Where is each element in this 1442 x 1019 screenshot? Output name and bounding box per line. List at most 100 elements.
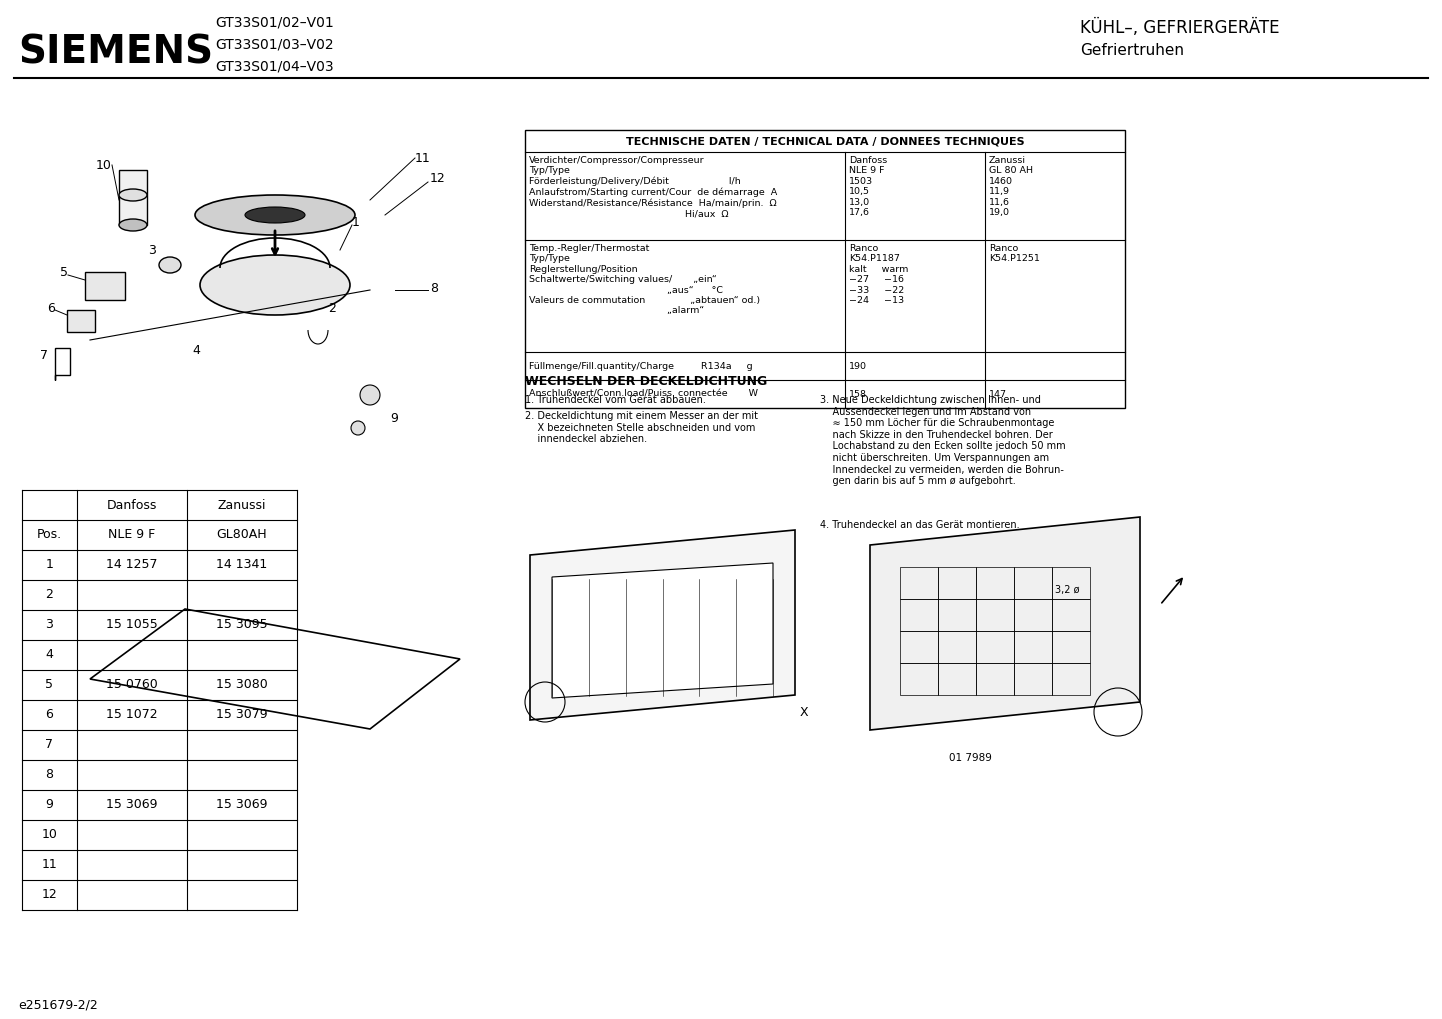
- Bar: [976, 631, 1014, 663]
- Bar: [937, 663, 976, 695]
- Text: GT33S01/03–V02: GT33S01/03–V02: [215, 37, 333, 51]
- Text: SIEMENS: SIEMENS: [17, 33, 213, 71]
- Bar: [1053, 567, 1090, 599]
- Circle shape: [360, 385, 381, 405]
- Text: WECHSELN DER DECKELDICHTUNG: WECHSELN DER DECKELDICHTUNG: [525, 375, 767, 388]
- Text: 6: 6: [48, 302, 55, 315]
- Text: 12: 12: [42, 889, 58, 902]
- Text: 5: 5: [46, 679, 53, 692]
- Text: 4. Truhendeckel an das Gerät montieren.: 4. Truhendeckel an das Gerät montieren.: [820, 520, 1019, 530]
- Ellipse shape: [200, 255, 350, 315]
- Bar: [1014, 663, 1053, 695]
- Text: Zanussi
GL 80 AH
1460
11,9
11,6
19,0: Zanussi GL 80 AH 1460 11,9 11,6 19,0: [989, 156, 1032, 217]
- Text: 8: 8: [46, 768, 53, 782]
- Ellipse shape: [120, 219, 147, 231]
- Text: 2: 2: [327, 302, 336, 315]
- Text: KÜHL–, GEFRIERGERÄTE: KÜHL–, GEFRIERGERÄTE: [1080, 19, 1279, 37]
- Text: 3: 3: [46, 619, 53, 632]
- Text: Danfoss: Danfoss: [107, 498, 157, 512]
- Ellipse shape: [120, 189, 147, 201]
- Bar: [900, 567, 937, 599]
- Text: 15 1072: 15 1072: [107, 708, 157, 721]
- Bar: [1014, 631, 1053, 663]
- Text: 3,2 ø: 3,2 ø: [1056, 585, 1080, 595]
- Text: 2: 2: [46, 589, 53, 601]
- Polygon shape: [870, 517, 1141, 730]
- Bar: [937, 567, 976, 599]
- Text: 11: 11: [42, 858, 58, 871]
- Text: e251679-2/2: e251679-2/2: [17, 999, 98, 1012]
- Text: 3: 3: [149, 244, 156, 257]
- Bar: [120, 170, 147, 225]
- Text: Ranco
K54.P1251: Ranco K54.P1251: [989, 244, 1040, 263]
- Text: 2. Deckeldichtung mit einem Messer an der mit
    X bezeichneten Stelle abschnei: 2. Deckeldichtung mit einem Messer an de…: [525, 411, 758, 444]
- Text: Füllmenge/Fill.quantity/Charge         R134a     g: Füllmenge/Fill.quantity/Charge R134a g: [529, 362, 753, 371]
- Bar: [1053, 631, 1090, 663]
- Text: 4: 4: [192, 343, 200, 357]
- Text: 15 3095: 15 3095: [216, 619, 268, 632]
- Ellipse shape: [245, 207, 306, 223]
- Ellipse shape: [159, 257, 182, 273]
- Bar: [900, 631, 937, 663]
- Bar: [937, 631, 976, 663]
- Text: 4: 4: [46, 648, 53, 661]
- Text: 10: 10: [42, 828, 58, 842]
- Text: 15 3080: 15 3080: [216, 679, 268, 692]
- Text: 14 1341: 14 1341: [216, 558, 268, 572]
- Bar: [85, 272, 125, 300]
- Bar: [976, 599, 1014, 631]
- Text: TECHNISCHE DATEN / TECHNICAL DATA / DONNEES TECHNIQUES: TECHNISCHE DATEN / TECHNICAL DATA / DONN…: [626, 136, 1024, 146]
- Text: Verdichter/Compressor/Compresseur
Typ/Type
Förderleistung/Delivery/Débit        : Verdichter/Compressor/Compresseur Typ/Ty…: [529, 156, 777, 219]
- Text: 15 3079: 15 3079: [216, 708, 268, 721]
- Bar: [1014, 599, 1053, 631]
- Text: 3. Neue Deckeldichtung zwischen Innen- und
    Aussendeckel legen und im Abstand: 3. Neue Deckeldichtung zwischen Innen- u…: [820, 395, 1066, 486]
- Text: 8: 8: [430, 281, 438, 294]
- Bar: [937, 599, 976, 631]
- Circle shape: [350, 421, 365, 435]
- Ellipse shape: [195, 195, 355, 235]
- Bar: [66, 310, 95, 332]
- Text: GT33S01/04–V03: GT33S01/04–V03: [215, 59, 333, 73]
- Bar: [976, 663, 1014, 695]
- Text: 1: 1: [352, 215, 360, 228]
- Text: 7: 7: [46, 739, 53, 751]
- Text: 15 3069: 15 3069: [216, 799, 268, 811]
- Text: 14 1257: 14 1257: [107, 558, 157, 572]
- Text: 5: 5: [61, 266, 68, 278]
- Text: 15 0760: 15 0760: [107, 679, 157, 692]
- Text: 15 3069: 15 3069: [107, 799, 157, 811]
- Text: 01 7989: 01 7989: [949, 753, 992, 763]
- Bar: [976, 567, 1014, 599]
- Text: 147: 147: [989, 389, 1007, 398]
- Text: Temp.-Regler/Thermostat
Typ/Type
Reglerstellung/Position
Schaltwerte/Switching v: Temp.-Regler/Thermostat Typ/Type Reglers…: [529, 244, 760, 316]
- Text: 10: 10: [97, 159, 112, 171]
- Text: Pos.: Pos.: [37, 529, 62, 541]
- Text: 12: 12: [430, 171, 446, 184]
- Text: 7: 7: [40, 348, 48, 362]
- Text: 158: 158: [849, 389, 867, 398]
- Text: GT33S01/02–V01: GT33S01/02–V01: [215, 15, 333, 29]
- Text: 15 1055: 15 1055: [107, 619, 157, 632]
- Text: Danfoss
NLE 9 F
1503
10,5
13,0
17,6: Danfoss NLE 9 F 1503 10,5 13,0 17,6: [849, 156, 887, 217]
- Text: 9: 9: [46, 799, 53, 811]
- Text: Anschlußwert/Conn.load/Puiss. connectée       W: Anschlußwert/Conn.load/Puiss. connectée …: [529, 389, 758, 398]
- Bar: [1053, 599, 1090, 631]
- Polygon shape: [552, 564, 773, 698]
- Text: 1. Truhendeckel vom Gerät abbauen.: 1. Truhendeckel vom Gerät abbauen.: [525, 395, 707, 405]
- Bar: [1014, 567, 1053, 599]
- Bar: [900, 599, 937, 631]
- Text: 1: 1: [46, 558, 53, 572]
- Bar: [1053, 663, 1090, 695]
- Text: GL80AH: GL80AH: [216, 529, 267, 541]
- Bar: [525, 130, 1125, 408]
- Polygon shape: [531, 530, 795, 720]
- Text: 190: 190: [849, 362, 867, 371]
- Text: 6: 6: [46, 708, 53, 721]
- Text: Gefriertruhen: Gefriertruhen: [1080, 43, 1184, 57]
- Text: Zanussi: Zanussi: [218, 498, 267, 512]
- Text: 9: 9: [389, 412, 398, 425]
- Text: X: X: [800, 705, 809, 718]
- Text: NLE 9 F: NLE 9 F: [108, 529, 156, 541]
- Text: 11: 11: [415, 152, 431, 164]
- Bar: [900, 663, 937, 695]
